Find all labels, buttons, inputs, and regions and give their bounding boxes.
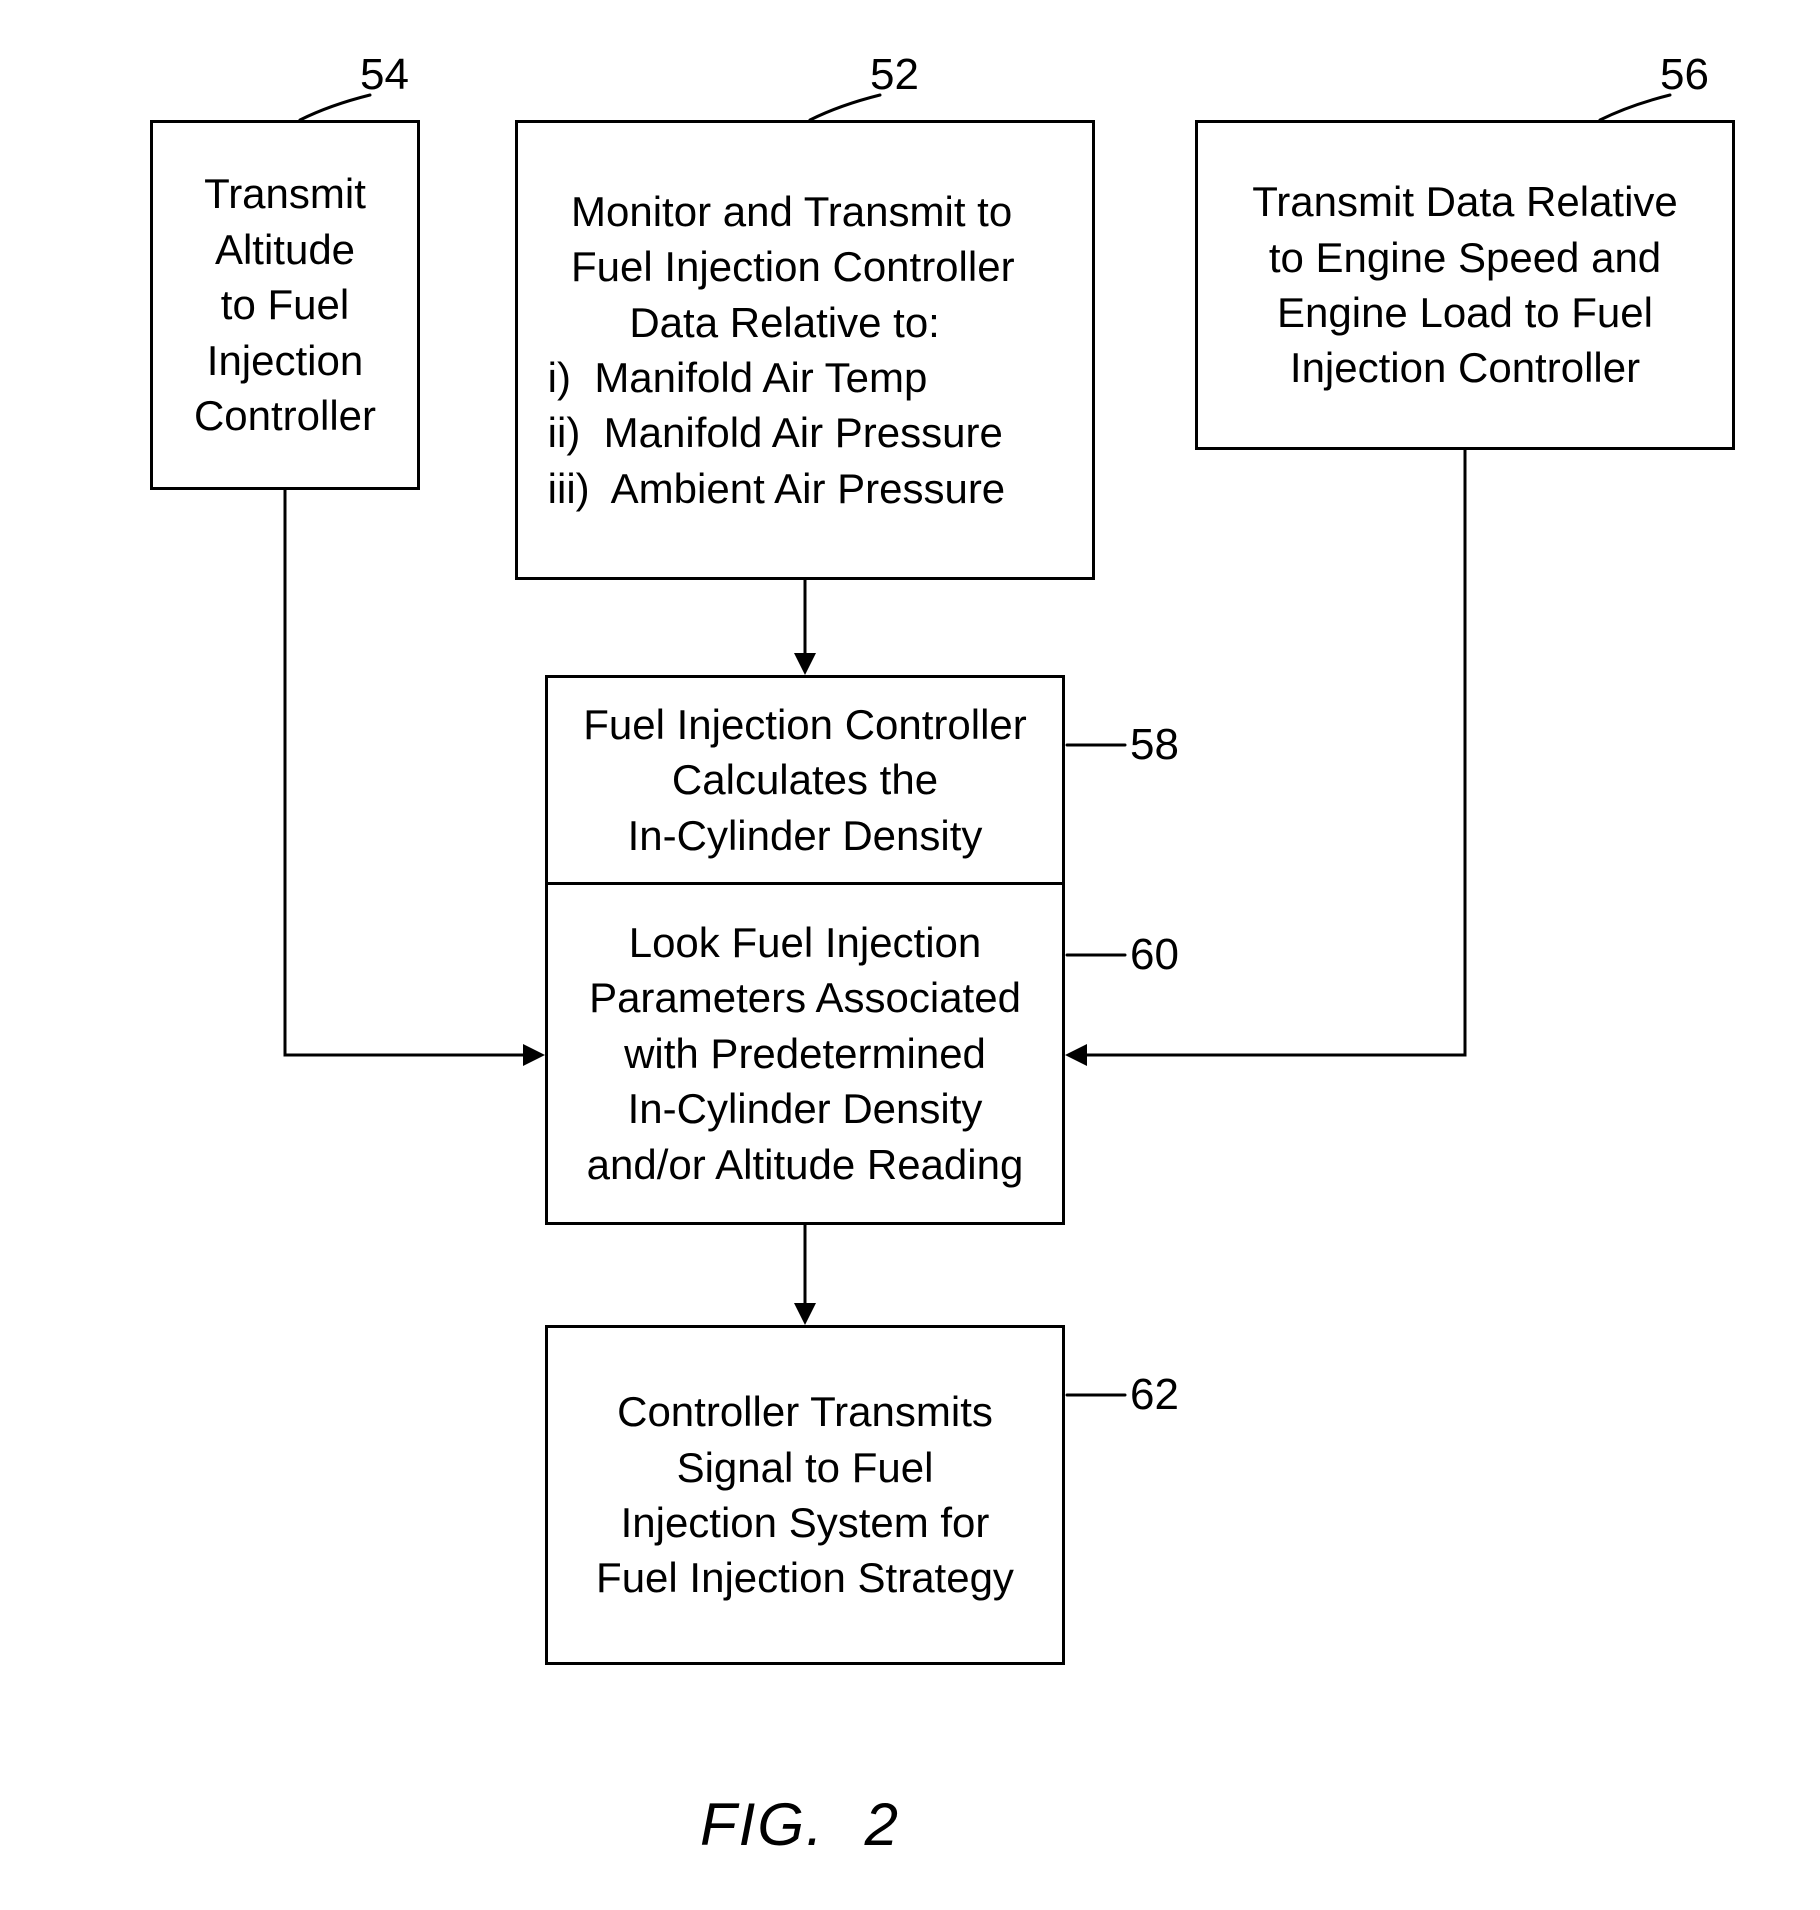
box-line: Altitude [215, 222, 355, 277]
box-line: Signal to Fuel [677, 1440, 934, 1495]
box-line: Injection Controller [1290, 340, 1640, 395]
ref-label-52: 52 [870, 50, 919, 100]
figure-number: 2 [865, 1791, 902, 1858]
box-line: Fuel Injection Controller [583, 697, 1027, 752]
box-line: Fuel Injection Strategy [596, 1550, 1014, 1605]
ref-label-60: 60 [1130, 930, 1179, 980]
box-line: In-Cylinder Density [628, 808, 983, 863]
box-line: Engine Load to Fuel [1277, 285, 1653, 340]
ref-label-58: 58 [1130, 720, 1179, 770]
flowchart-box-58: Fuel Injection ControllerCalculates theI… [545, 675, 1065, 885]
ref-label-62: 62 [1130, 1370, 1179, 1420]
box-line: Controller Transmits [617, 1384, 993, 1439]
flowchart-box-60: Look Fuel InjectionParameters Associated… [545, 885, 1065, 1225]
box-line: Parameters Associated [589, 970, 1021, 1025]
box-line: Fuel Injection Controller [536, 239, 1015, 294]
box-line: to Engine Speed and [1269, 230, 1661, 285]
box-line: Transmit [204, 166, 366, 221]
figure-caption: FIG. 2 [700, 1790, 902, 1859]
figure-label: FIG. [700, 1791, 825, 1858]
ref-label-54: 54 [360, 50, 409, 100]
flowchart-box-54: TransmitAltitudeto FuelInjectionControll… [150, 120, 420, 490]
box-line: i) Manifold Air Temp [536, 350, 927, 405]
flowchart-box-52: Monitor and Transmit to Fuel Injection C… [515, 120, 1095, 580]
box-line: Injection [207, 333, 363, 388]
box-line: Injection System for [621, 1495, 990, 1550]
box-line: Monitor and Transmit to [536, 184, 1012, 239]
flowchart-box-62: Controller TransmitsSignal to FuelInject… [545, 1325, 1065, 1665]
box-line: iii) Ambient Air Pressure [536, 461, 1005, 516]
box-line: In-Cylinder Density [628, 1081, 983, 1136]
box-line: Data Relative to: [536, 295, 940, 350]
box-line: and/or Altitude Reading [587, 1137, 1024, 1192]
box-line: Calculates the [672, 752, 938, 807]
box-line: Look Fuel Injection [629, 915, 982, 970]
ref-label-56: 56 [1660, 50, 1709, 100]
flowchart-box-56: Transmit Data Relativeto Engine Speed an… [1195, 120, 1735, 450]
box-line: Controller [194, 388, 376, 443]
box-line: to Fuel [221, 277, 349, 332]
box-line: Transmit Data Relative [1252, 174, 1678, 229]
box-line: with Predetermined [624, 1026, 986, 1081]
box-line: ii) Manifold Air Pressure [536, 405, 1003, 460]
